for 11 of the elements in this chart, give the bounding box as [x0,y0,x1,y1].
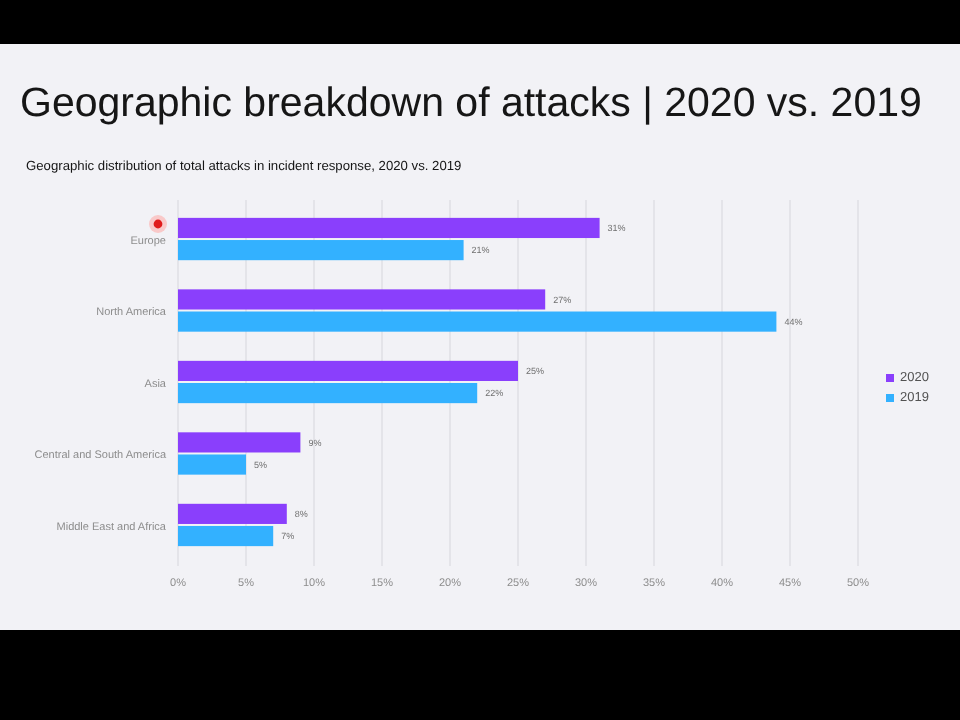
bar [178,217,600,239]
bar [178,383,478,404]
bar [178,432,301,453]
bar [178,525,274,547]
bar [178,289,546,310]
bar [178,311,777,332]
bar [178,454,246,475]
bar [178,503,287,524]
chart-title: Geographic breakdown of attacks | 2020 vs. 2019 [20,80,922,126]
bar [178,240,464,261]
bar [178,360,518,381]
